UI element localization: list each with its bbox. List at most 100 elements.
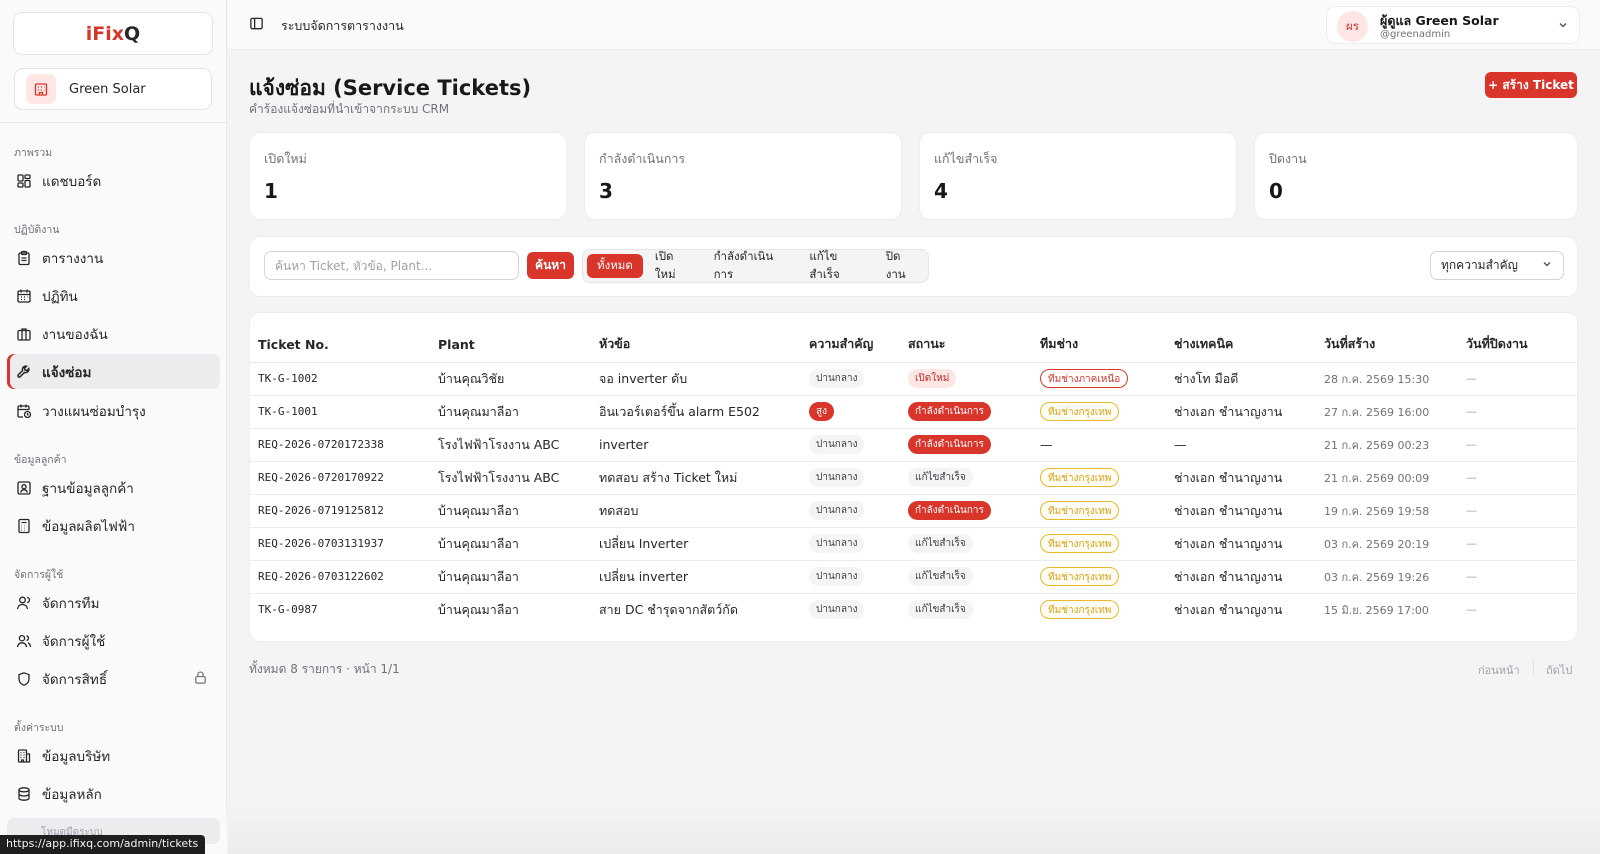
sidebar-item-tickets[interactable]: แจ้งซ่อม [7, 354, 220, 389]
status-filter-tabs: ทั้งหมด เปิดใหม่ กำลังดำเนินการ แก้ไขสำเ… [582, 249, 929, 283]
users-icon [15, 632, 33, 650]
sidebar-item-calendar[interactable]: ปฏิทิน [7, 278, 220, 313]
sidebar-item-teams[interactable]: จัดการทีม [7, 585, 220, 620]
sidebar-item-customer-db[interactable]: ฐานข้อมูลลูกค้า [7, 470, 220, 505]
table-row[interactable]: REQ-2026-0720170922 โรงไฟฟ้าโรงงาน ABC ทดส… [250, 461, 1577, 495]
plant-name: บ้านคุณมาลีอา [438, 601, 519, 617]
priority-badge-cell: สูง [801, 395, 900, 429]
technician-name: ช่างเอก ชำนาญงาน [1166, 494, 1316, 528]
page-title: แจ้งซ่อม (Service Tickets) [249, 76, 532, 100]
sidebar-item-label: ข้อมูลหลัก [42, 786, 102, 803]
priority-select[interactable]: ทุกความสำคัญ [1430, 251, 1564, 280]
sidebar-item-label: แดชบอร์ด [42, 173, 102, 190]
tab-closed[interactable]: ปิดงาน [885, 249, 906, 281]
priority-badge: ปานกลาง [809, 435, 865, 454]
stat-card-in-progress: กำลังดำเนินการ 3 [584, 132, 902, 220]
column-header: ความสำคัญ [801, 313, 900, 363]
sidebar: iFix Q Green Solar ภาพรวม แดชบอร์ด ปฏิบัต… [0, 0, 227, 854]
ticket-number: REQ-2026-0703131937 [250, 527, 430, 561]
user-menu[interactable]: ผร ผู้ดูแล Green Solar @greenadmin [1326, 6, 1580, 44]
table-header-row: Ticket No. Plant หัวข้อ ความสำคัญ สถานะ … [250, 313, 1577, 363]
closed-date: — [1458, 494, 1577, 528]
user-name: ผู้ดูแล Green Solar [1380, 13, 1499, 28]
search-button[interactable]: ค้นหา [527, 252, 574, 279]
table-row[interactable]: REQ-2026-0719125812 บ้านคุณมาลีอา ทดสอบ ปาน… [250, 494, 1577, 528]
sidebar-item-master-data[interactable]: ข้อมูลหลัก [7, 776, 220, 811]
sidebar-item-dashboard[interactable]: แดชบอร์ด [7, 163, 220, 198]
topbar-title: ระบบจัดการตารางงาน [281, 18, 404, 33]
table-row[interactable]: TK-G-1002 บ้านคุณวิชัย จอ inverter ดับ ปานก… [250, 362, 1577, 396]
org-switcher[interactable]: Green Solar [14, 68, 212, 110]
sidebar-item-company-info[interactable]: ข้อมูลบริษัท [7, 738, 220, 773]
column-header: ทีมช่าง [1032, 313, 1166, 363]
sidebar-item-label: ฐานข้อมูลลูกค้า [42, 480, 134, 497]
browser-status-url: https://app.ifixq.com/admin/tickets [0, 835, 206, 854]
ticket-number: TK-G-1001 [250, 395, 430, 429]
dashboard-icon [15, 172, 33, 190]
tab-resolved[interactable]: แก้ไขสำเร็จ [809, 249, 840, 281]
main-scroll-fade [228, 800, 1600, 854]
sidebar-item-energy-data[interactable]: ข้อมูลผลิตไฟฟ้า [7, 508, 220, 543]
status-badge: แก้ไขสำเร็จ [908, 468, 973, 487]
plant-name: โรงไฟฟ้าโรงงาน ABC [430, 428, 591, 462]
status-badge: เปิดใหม่ [908, 369, 957, 388]
next-page-button[interactable]: ถัดไป [1546, 664, 1573, 677]
database-icon [15, 785, 33, 803]
team-badge: ทีมช่างกรุงเทพ [1040, 468, 1120, 487]
ticket-subject: ทดสอบ [591, 494, 801, 528]
app-logo[interactable]: iFix Q [13, 12, 213, 55]
technician-name: ช่างเอก ชำนาญงาน [1166, 560, 1316, 594]
user-handle: @greenadmin [1380, 29, 1451, 40]
table-row[interactable]: REQ-2026-0720172338 โรงไฟฟ้าโรงงาน ABC inv… [250, 428, 1577, 462]
sidebar-item-permissions[interactable]: จัดการสิทธิ์ [7, 661, 220, 696]
created-date: 28 ก.ค. 2569 15:30 [1316, 362, 1458, 396]
contact-icon [15, 479, 33, 497]
tab-all[interactable]: ทั้งหมด [587, 254, 643, 278]
clipboard-icon [15, 249, 33, 267]
column-header: หัวข้อ [591, 313, 801, 363]
status-badge-cell: กำลังดำเนินการ [900, 395, 1032, 429]
calendar-icon [15, 287, 33, 305]
column-header: วันที่ปิดงาน [1458, 313, 1577, 363]
table-row[interactable]: REQ-2026-0703122602 บ้านคุณมาลีอา เปลี่ยน … [250, 560, 1577, 594]
create-ticket-button[interactable]: + สร้าง Ticket [1485, 72, 1577, 98]
sidebar-section-settings: ตั้งค่าระบบ [14, 722, 64, 734]
team-badge-cell: ทีมช่างกรุงเทพ [1032, 527, 1166, 561]
sidebar-item-schedule[interactable]: ตารางงาน [7, 240, 220, 275]
sidebar-item-users[interactable]: จัดการผู้ใช้ [7, 623, 220, 658]
status-badge-cell: เปิดใหม่ [900, 362, 1032, 396]
prev-page-button[interactable]: ก่อนหน้า [1478, 664, 1520, 677]
ticket-number: TK-G-1002 [250, 362, 430, 396]
search-input[interactable] [264, 251, 519, 280]
status-badge-cell: แก้ไขสำเร็จ [900, 560, 1032, 594]
priority-badge-cell: ปานกลาง [801, 527, 900, 561]
status-badge-cell: แก้ไขสำเร็จ [900, 461, 1032, 495]
sidebar-item-my-jobs[interactable]: งานของฉัน [7, 316, 220, 351]
priority-badge-cell: ปานกลาง [801, 461, 900, 495]
sidebar-toggle-icon[interactable] [249, 16, 264, 35]
plant-name: บ้านคุณวิชัย [430, 362, 591, 396]
stat-value: 0 [1269, 179, 1283, 203]
tab-in-progress[interactable]: กำลังดำเนินการ [713, 249, 774, 281]
sidebar-item-label: ตารางงาน [42, 250, 104, 267]
tab-new[interactable]: เปิดใหม่ [654, 249, 676, 281]
technician-name: ช่างโท มือดี [1166, 362, 1316, 396]
stat-value: 1 [264, 179, 278, 203]
created-date: 21 ก.ค. 2569 00:09 [1316, 461, 1458, 495]
table-row[interactable]: REQ-2026-0703131937 บ้านคุณมาลีอา เปลี่ยน … [250, 527, 1577, 561]
briefcase-icon [15, 325, 33, 343]
priority-badge-cell: ปานกลาง [801, 593, 900, 626]
status-badge-cell: กำลังดำเนินการ [900, 494, 1032, 528]
table-row[interactable]: TK-G-1001 บ้านคุณมาลีอา อินเวอร์เตอร์ขึ้น … [250, 395, 1577, 429]
pagination-info: ทั้งหมด 8 รายการ · หน้า 1/1 [249, 662, 400, 676]
table-row[interactable]: TK-G-0987 บ้านคุณมาลีอา สาย DC ชำรุดจากสัต… [250, 593, 1577, 626]
created-date: 27 ก.ค. 2569 16:00 [1316, 395, 1458, 429]
sidebar-item-maintenance-plan[interactable]: วางแผนซ่อมบำรุง [7, 393, 220, 428]
column-header: Plant [430, 313, 591, 363]
stat-value: 3 [599, 179, 613, 203]
technician-name: ช่างเอก ชำนาญงาน [1166, 527, 1316, 561]
team-badge: ทีมช่างกรุงเทพ [1040, 567, 1120, 586]
plant-name: บ้านคุณมาลีอา [430, 494, 591, 528]
ticket-subject: สาย DC ชำรุดจากสัตว์กัด [599, 601, 738, 617]
sidebar-section-overview: ภาพรวม [14, 147, 53, 159]
